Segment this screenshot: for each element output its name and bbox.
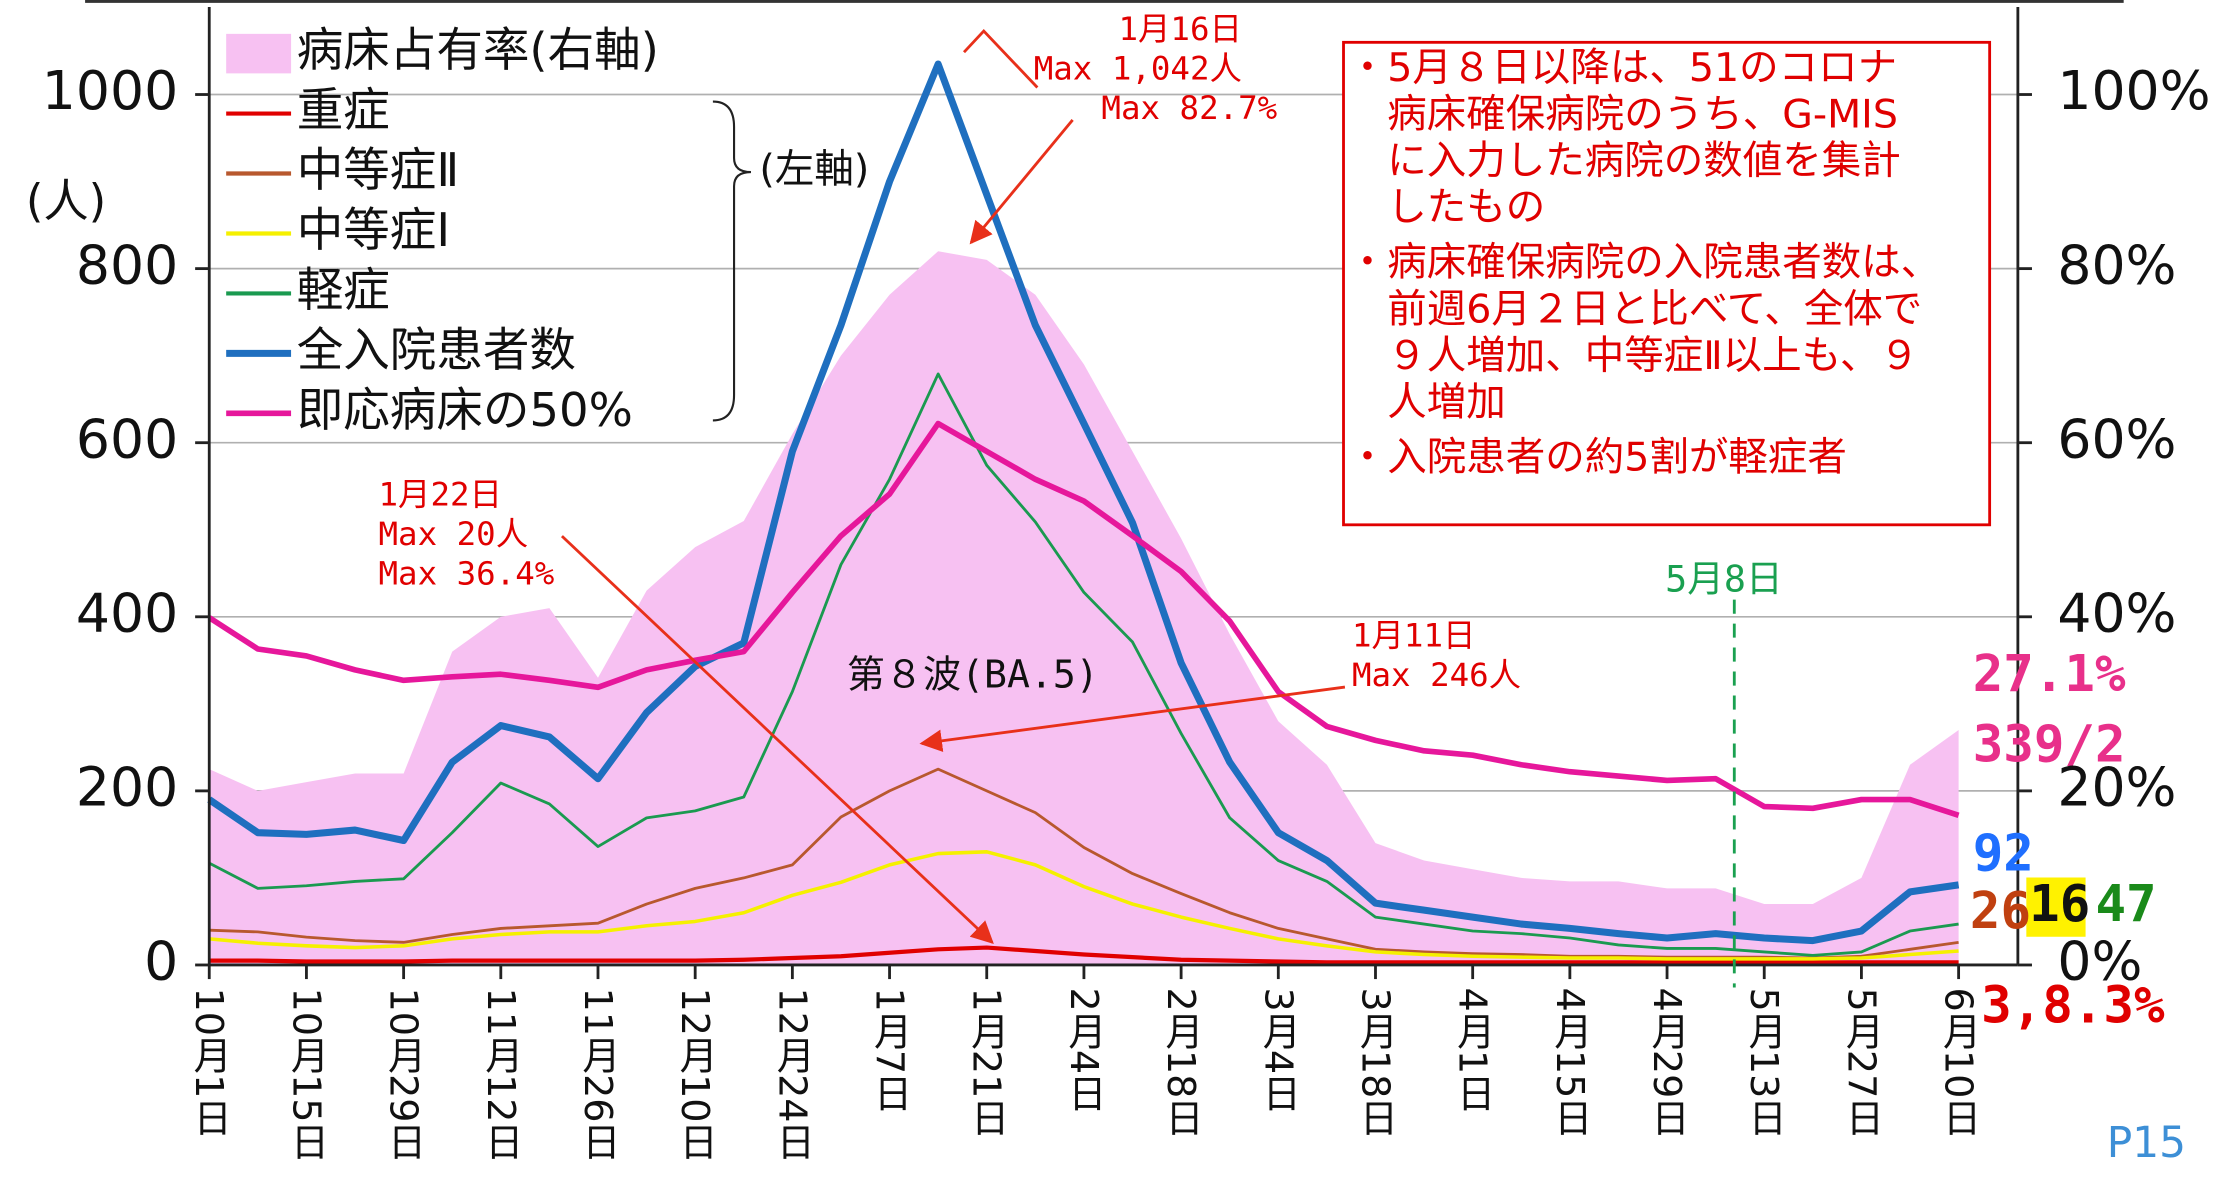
annotation: Max 246人 <box>1352 656 1521 694</box>
note-line: 人増加 <box>1348 379 1506 425</box>
side-label: 92 <box>1973 823 2034 882</box>
y-tick-label: 1000 <box>42 59 178 122</box>
x-tick-label: 12月24日 <box>770 988 814 1161</box>
annotation: 1月11日 <box>1352 617 1475 655</box>
note-line: 前週6月２日と比べて、全体で <box>1348 286 1923 332</box>
annotation: 1月16日 <box>1118 10 1241 48</box>
x-tick-label: 10月15日 <box>284 988 328 1161</box>
x-tick-label: 4月1日 <box>1451 988 1495 1113</box>
x-tick-label: 6月10日 <box>1937 988 1981 1137</box>
series-line <box>209 850 1959 961</box>
x-tick-label: 4月29日 <box>1645 988 1689 1137</box>
x-tick-label: 11月12日 <box>479 988 523 1161</box>
note-line: ・入院患者の約5割が軽症者 <box>1348 434 1847 480</box>
arrow <box>560 535 994 944</box>
notes-box <box>1342 40 1992 527</box>
notes: ・5月８日以降は、51のコロナ 病床確保病院のうち、G-MIS に入力した病院の… <box>1348 45 1941 480</box>
y-tick-label: 800 <box>76 233 178 296</box>
arrow <box>962 28 1039 89</box>
y2-tick-label: 40% <box>2057 581 2176 644</box>
note-line: ・病床確保病院の入院患者数は、 <box>1348 240 1941 286</box>
legend-swatch <box>226 33 292 74</box>
side-label: 27.1% <box>1973 644 2126 703</box>
legend-label: 全入院患者数 <box>297 323 576 377</box>
annotation: 第８波(BA.5) <box>847 653 1099 697</box>
x-tick-label: 10月1日 <box>187 988 231 1137</box>
note-line: ９人増加、中等症Ⅱ以上も、９ <box>1348 333 1919 379</box>
arrow <box>919 685 1346 752</box>
y2-tick-label: 80% <box>2057 233 2176 296</box>
series-line <box>207 420 1960 818</box>
x-tick-label: 5月13日 <box>1742 988 1786 1137</box>
series-line <box>209 945 1959 965</box>
series-line <box>207 60 1960 945</box>
annotation: Max 1,042人 <box>1034 50 1242 88</box>
y-tick-label: 400 <box>76 581 178 644</box>
occupancy-area <box>209 251 1959 965</box>
note-line: ・5月８日以降は、51のコロナ <box>1348 45 1897 91</box>
x-tick-label: 3月4日 <box>1256 988 1300 1113</box>
side-label: 339/2 <box>1973 715 2126 774</box>
legend-label: 中等症Ⅱ <box>297 143 460 197</box>
legend-brace <box>712 100 752 422</box>
side-label: 47 <box>2095 874 2156 933</box>
side-label: 16 <box>2029 874 2090 933</box>
x-tick-label: 4月15日 <box>1548 988 1592 1137</box>
x-tick-label: 10月29日 <box>382 988 426 1161</box>
side-label: 26 <box>1970 881 2031 940</box>
legend-label: 軽症 <box>297 263 390 317</box>
note-line: したもの <box>1348 185 1546 231</box>
plot-area <box>207 60 2018 965</box>
x-tick-label: 3月18日 <box>1353 988 1397 1137</box>
annotation: Max 82.7% <box>1101 89 1277 127</box>
side-label: 3,8.3% <box>1981 976 2165 1035</box>
annotation: 1月22日 <box>379 476 502 514</box>
y2-tick-label: 60% <box>2057 407 2176 470</box>
y2-tick-label: 20% <box>2057 756 2176 819</box>
x-tick-label: 2月4日 <box>1062 988 1106 1113</box>
x-tick-label: 2月18日 <box>1159 988 1203 1137</box>
legend-label: 中等症Ⅰ <box>297 203 450 257</box>
series-line <box>208 372 1959 957</box>
page-number: P15 <box>2107 1118 2186 1167</box>
y-tick-label: 0 <box>144 930 178 993</box>
legend-label: 即応病床の50% <box>297 383 633 437</box>
annotation: Max 36.4% <box>379 555 555 593</box>
annotation: Max 20人 <box>379 515 529 553</box>
left-axis-note: (左軸) <box>759 147 869 193</box>
y2-tick-label: 100% <box>2057 59 2210 122</box>
note-line: 病床確保病院のうち、G-MIS <box>1348 92 1898 138</box>
annotation: 5月8日 <box>1665 558 1783 601</box>
x-tick-label: 1月21日 <box>965 988 1009 1137</box>
arrow <box>969 119 1074 245</box>
legend-label: 病床占有率(右軸) <box>297 23 659 77</box>
y-unit: (人) <box>26 175 106 228</box>
y-tick-label: 600 <box>76 407 178 470</box>
highlight <box>2026 877 2086 937</box>
x-tick-label: 5月27日 <box>1839 988 1883 1137</box>
y2-tick-label: 0% <box>2057 930 2142 993</box>
note-line: に入力した病院の数値を集計 <box>1348 138 1901 184</box>
legend-label: 重症 <box>297 83 390 137</box>
x-tick-label: 1月7日 <box>868 988 912 1113</box>
x-tick-label: 12月10日 <box>673 988 717 1161</box>
y-tick-label: 200 <box>76 756 178 819</box>
x-tick-label: 11月26日 <box>576 988 620 1161</box>
